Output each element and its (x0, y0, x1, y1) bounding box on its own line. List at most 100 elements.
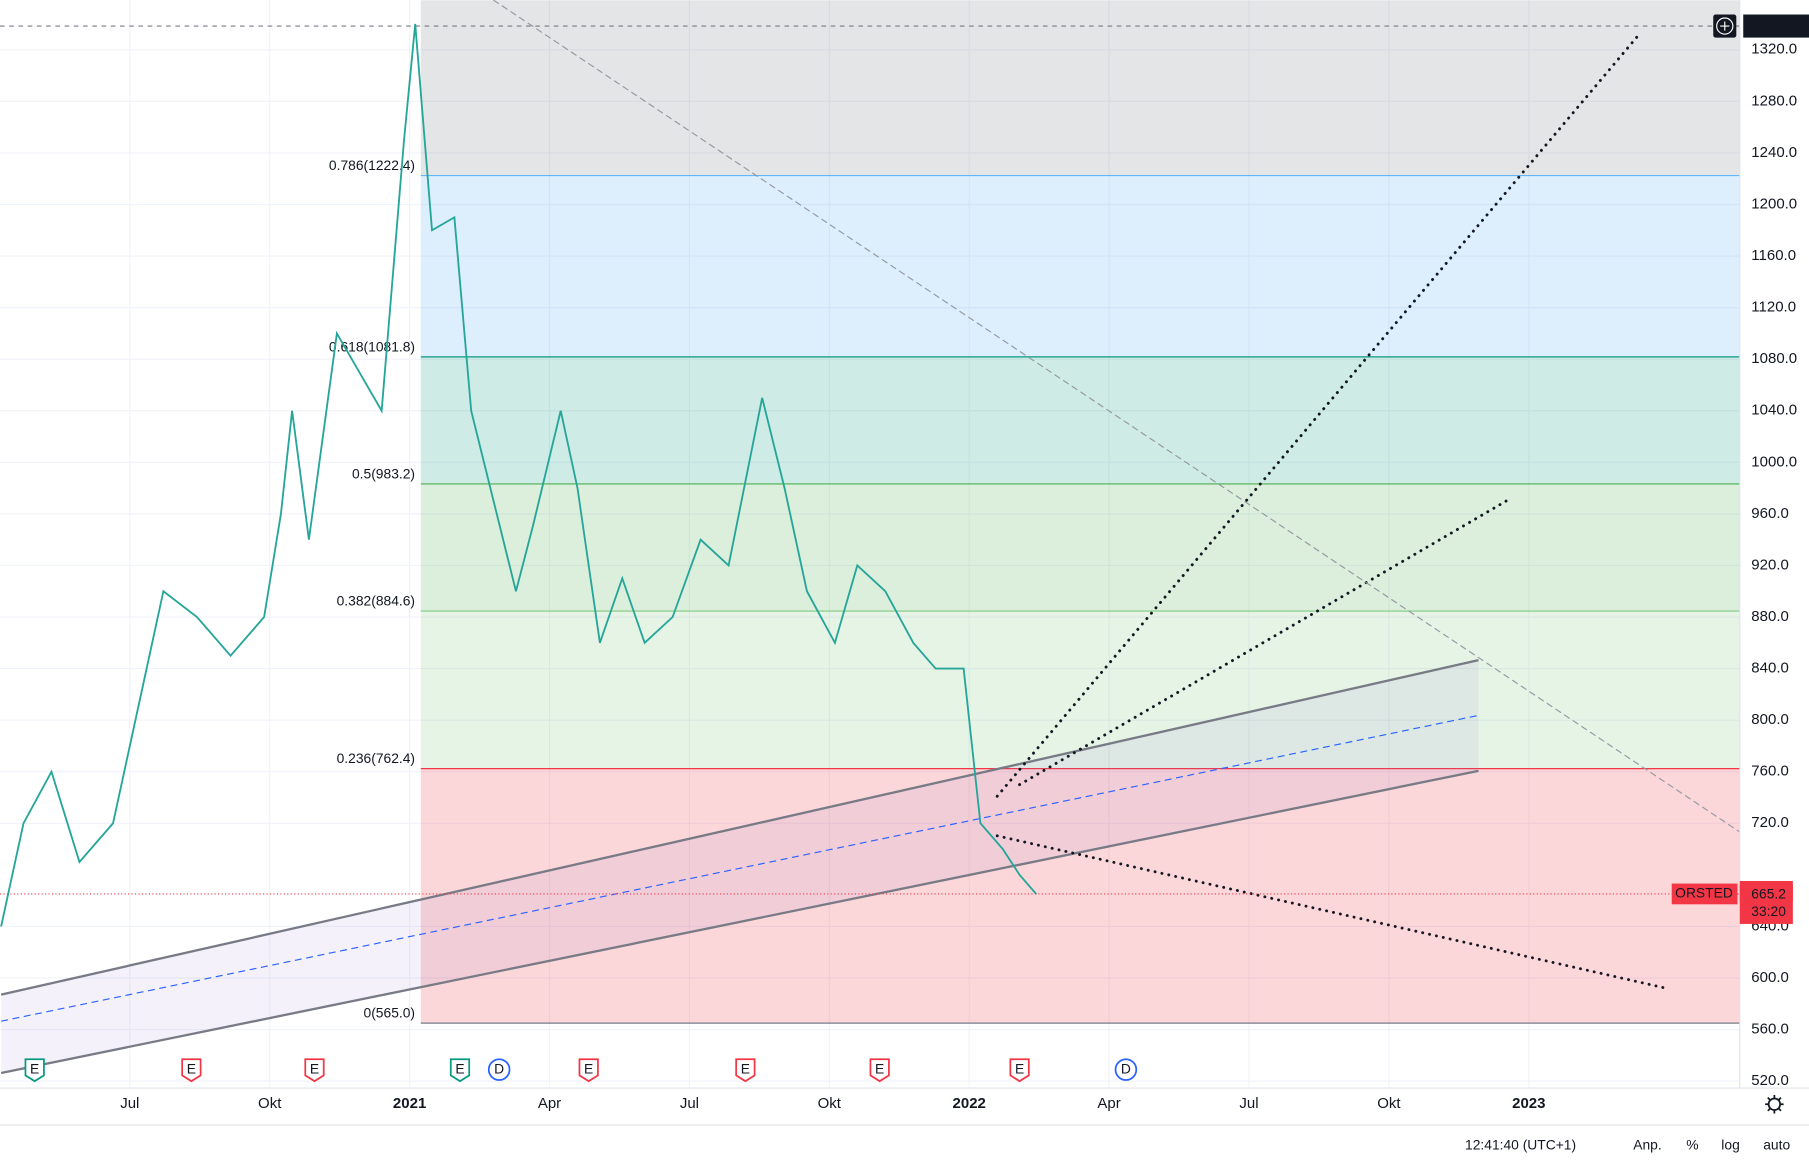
status-button[interactable]: auto (1763, 1136, 1790, 1152)
x-tick-label: Okt (818, 1095, 842, 1112)
fib-label: 0.382(884.6) (337, 593, 415, 609)
y-tick-label: 1320.0 (1751, 41, 1797, 58)
fib-label: 0.5(983.2) (352, 465, 415, 481)
event-badge (578, 1058, 599, 1083)
x-tick-label: 2021 (393, 1095, 426, 1112)
y-tick-label: 1280.0 (1751, 92, 1797, 109)
settings-spokes (1765, 1095, 1784, 1114)
y-tick-label: 1200.0 (1751, 195, 1797, 212)
plot-area: 0(565.0) 0.236(762.4) 0.382(884.6) 0.5(983.… (0, 0, 1740, 1089)
x-tick-label: Okt (1377, 1095, 1401, 1112)
y-tick-label: 960.0 (1751, 505, 1789, 522)
event-label: E (187, 1060, 196, 1076)
y-tick-label: 880.0 (1751, 608, 1789, 625)
event-badge (735, 1058, 756, 1083)
event-badge (449, 1058, 471, 1083)
trend-line (1018, 499, 1508, 787)
symbol-bg (1671, 883, 1738, 905)
event-badge (181, 1058, 202, 1083)
y-tick-label: 600.0 (1751, 969, 1789, 986)
channel-fill (1, 660, 1479, 1074)
y-tick-label: 560.0 (1751, 1021, 1789, 1038)
y-tick-label: 1160.0 (1751, 247, 1796, 264)
y-tick-label: 520.0 (1751, 1072, 1789, 1089)
status-button[interactable]: log (1721, 1136, 1739, 1152)
event-label: E (455, 1060, 464, 1076)
event-marker[interactable]: E (1009, 1058, 1030, 1083)
fib-zone (420, 0, 1740, 176)
add-plus (1720, 21, 1730, 31)
x-tick-label: 2022 (953, 1095, 986, 1112)
last-price-bg (1739, 884, 1793, 924)
x-tick-label: Okt (258, 1095, 282, 1112)
fib-zone (420, 768, 1740, 1024)
event-label: D (494, 1060, 504, 1076)
event-label: E (875, 1060, 884, 1076)
event-label: E (584, 1060, 593, 1076)
x-tick-label: Jul (1239, 1095, 1258, 1112)
event-badge (869, 1058, 890, 1083)
crosshair-label: 1338.4 (1751, 17, 1794, 33)
status-time: 12:41:40 (UTC+1) (1465, 1136, 1576, 1152)
status-button[interactable]: Anp. (1633, 1136, 1661, 1152)
x-tick-label: Jul (680, 1095, 699, 1112)
y-tick-label: 1000.0 (1751, 453, 1797, 470)
event-marker[interactable]: E (181, 1058, 202, 1083)
x-tick-label: Apr (1097, 1095, 1120, 1112)
status-button[interactable]: % (1686, 1136, 1698, 1152)
y-tick-label: 1080.0 (1751, 350, 1797, 367)
event-badge (1009, 1058, 1030, 1083)
fib-label: 0(565.0) (364, 1005, 416, 1021)
y-tick-label: 1120.0 (1751, 299, 1796, 316)
fib-label: 0.236(762.4) (337, 750, 415, 766)
event-marker[interactable]: E (24, 1058, 45, 1083)
y-tick-label: 800.0 (1751, 711, 1789, 728)
fib-label: 0.786(1222.4) (329, 157, 415, 173)
event-label: E (30, 1060, 39, 1076)
event-badge (304, 1058, 325, 1083)
y-tick-label: 760.0 (1751, 763, 1789, 780)
last-price-label: 665.2 (1751, 886, 1786, 902)
channel-lower (0, 769, 1479, 1075)
event-badge (1114, 1058, 1138, 1081)
trend-line (492, 0, 1740, 833)
event-badge (487, 1058, 511, 1081)
crosshair-label-bg (1743, 14, 1809, 38)
y-tick-label: 720.0 (1751, 814, 1789, 831)
event-badge (24, 1058, 45, 1083)
x-tick-label: Jul (120, 1095, 139, 1112)
event-label: E (1015, 1060, 1024, 1076)
x-tick-label: Apr (538, 1095, 561, 1112)
symbol-label: ORSTED (1675, 885, 1733, 901)
trend-line (995, 834, 1671, 991)
add-icon (1716, 17, 1734, 35)
fib-zone (420, 175, 1740, 357)
event-marker[interactable]: E (735, 1058, 756, 1083)
event-marker[interactable]: E (304, 1058, 325, 1083)
fib-label: 0.618(1081.8) (329, 338, 415, 354)
event-marker[interactable]: D (1114, 1058, 1138, 1081)
y-tick-label: 1240.0 (1751, 144, 1797, 161)
event-label: E (310, 1060, 319, 1076)
event-label: E (741, 1060, 750, 1076)
channel-middle (1, 714, 1479, 1022)
y-tick-label: 920.0 (1751, 556, 1789, 573)
event-marker[interactable]: E (578, 1058, 599, 1083)
price-line (0, 23, 1038, 927)
event-label: D (1121, 1060, 1131, 1076)
y-tick-label: 840.0 (1751, 660, 1789, 677)
event-marker[interactable]: D (487, 1058, 511, 1081)
fib-zone (420, 483, 1740, 612)
fib-zone (420, 356, 1740, 484)
x-tick-label: 2023 (1512, 1095, 1545, 1112)
event-marker[interactable]: E (869, 1058, 890, 1083)
settings-icon[interactable] (1765, 1095, 1784, 1114)
event-marker[interactable]: E (449, 1058, 471, 1083)
countdown: 33:20 (1751, 903, 1786, 919)
y-tick-label: 1040.0 (1751, 402, 1797, 419)
channel-upper (0, 658, 1479, 996)
trend-line (995, 31, 1643, 798)
